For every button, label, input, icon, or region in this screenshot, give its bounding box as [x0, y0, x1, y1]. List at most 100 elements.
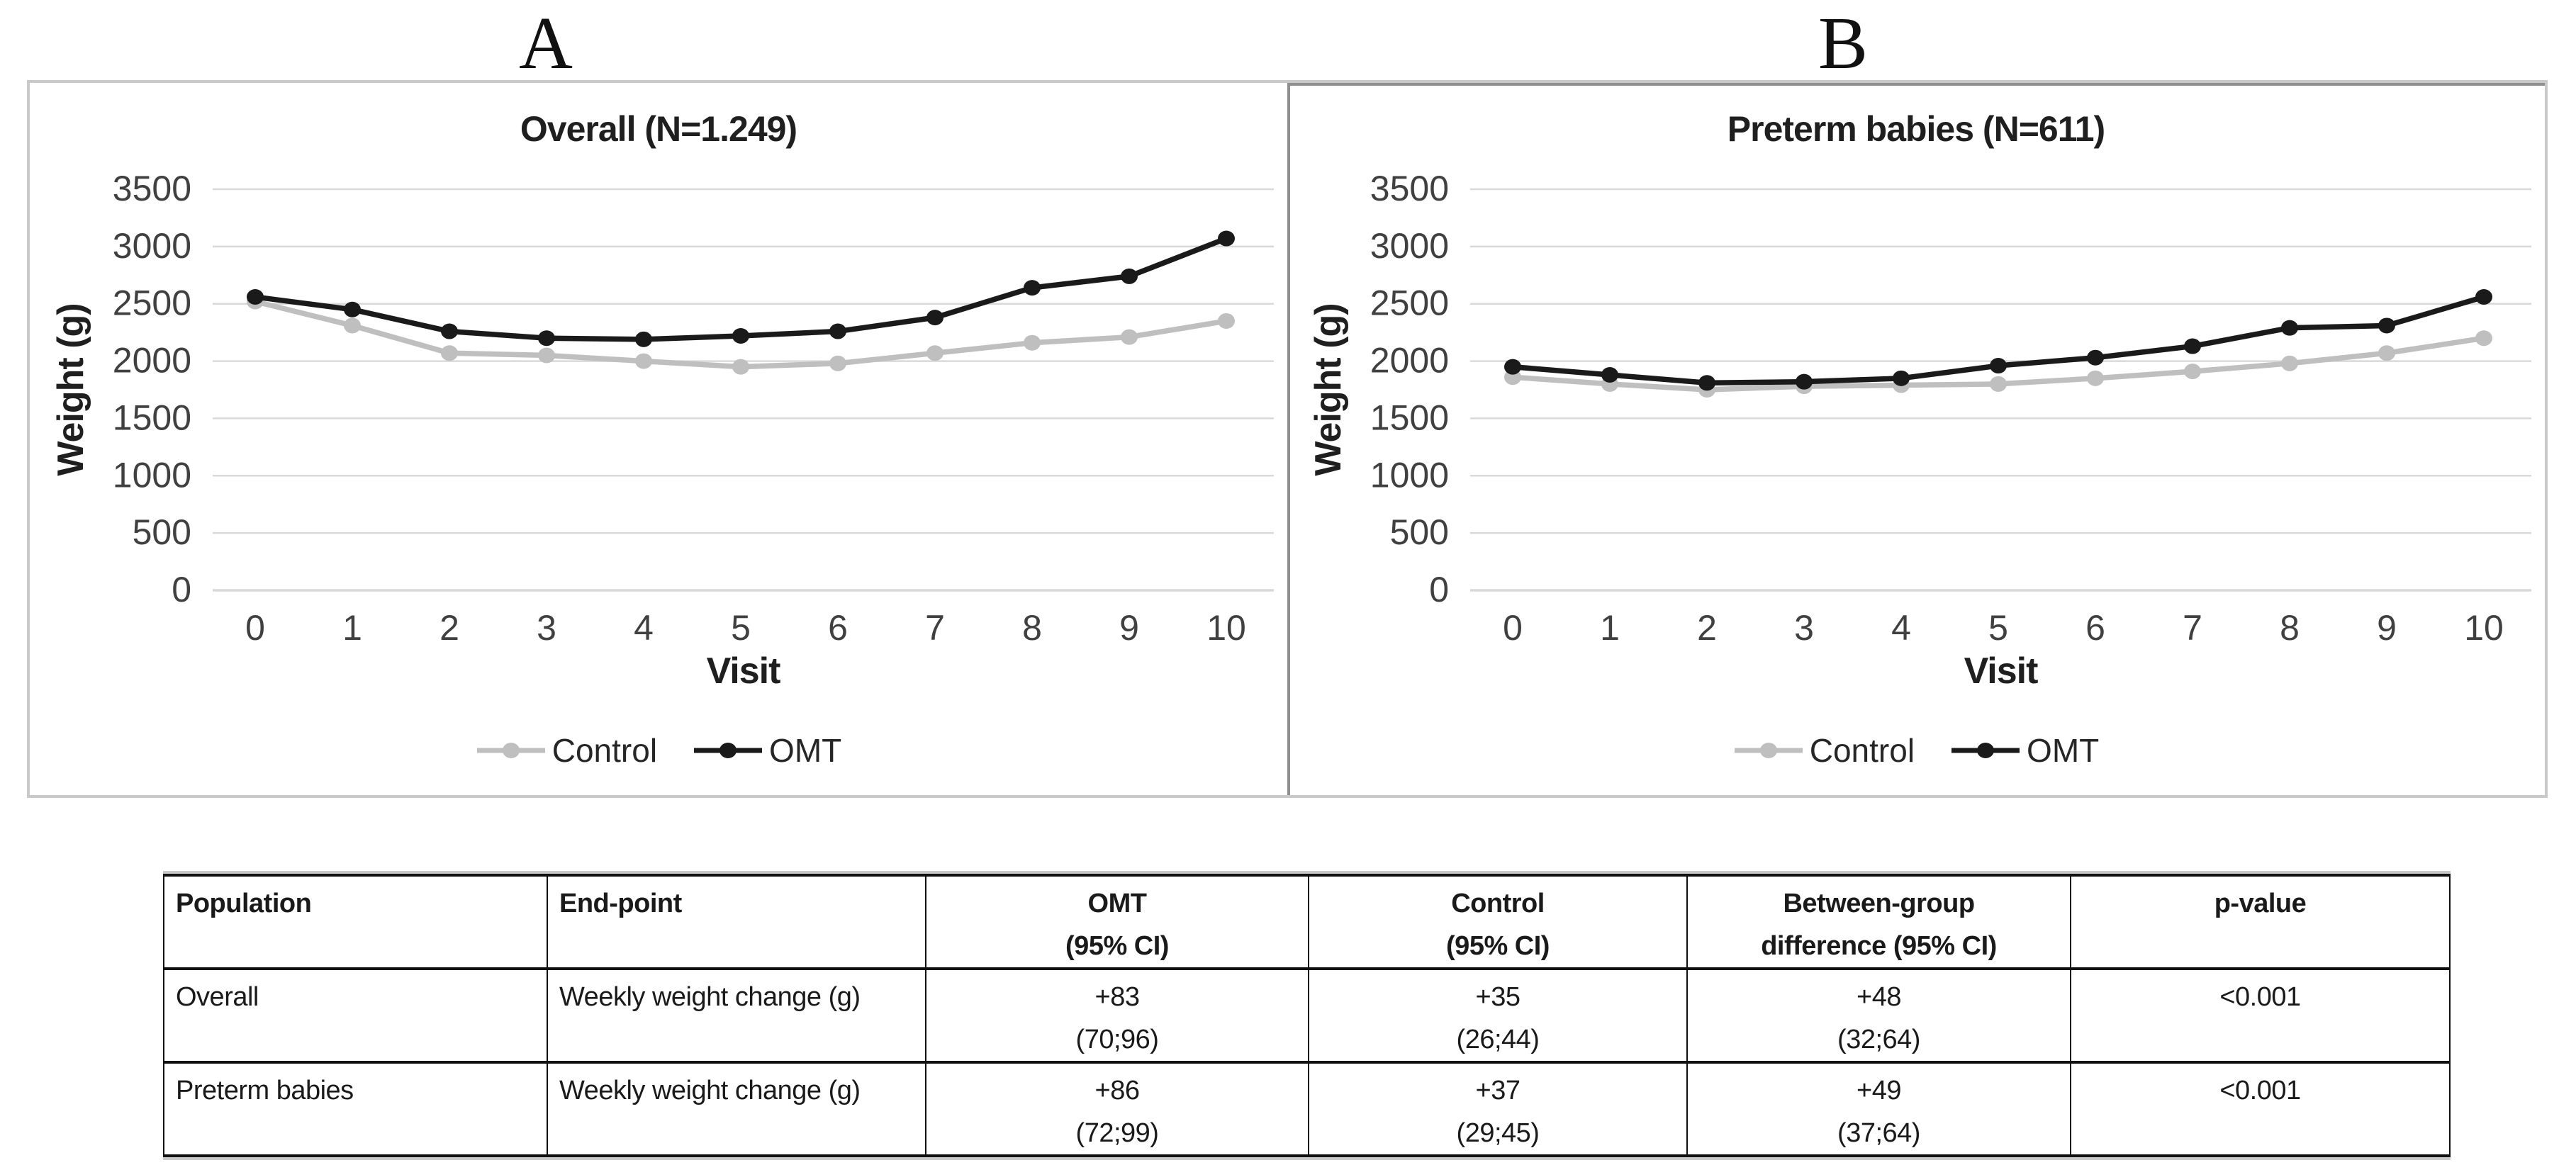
control-data-point-marker [635, 353, 652, 369]
panel-b-label: B [1818, 1, 1869, 84]
x-axis-title-overall: Visit [706, 651, 781, 692]
omt-data-point-marker [926, 310, 943, 326]
omt-cell: +86 (72;99) [925, 1061, 1309, 1157]
p-value-cell: <0.001 [2070, 967, 2451, 1064]
y-tick-label: 2500 [113, 283, 191, 323]
legend-label-omt: OMT [769, 732, 842, 769]
control-estimate: +37 [1475, 1076, 1521, 1105]
control-data-point-marker [1990, 376, 2007, 392]
legend-label-control: Control [551, 732, 658, 769]
p-value-cell: <0.001 [2070, 1061, 2451, 1157]
difference-ci: (37;64) [1837, 1118, 1920, 1148]
x-tick-label: 0 [1503, 608, 1523, 648]
control-data-point-marker [2184, 364, 2201, 380]
omt-data-point-marker [635, 331, 652, 347]
endpoint-cell: Weekly weight change (g) [547, 1061, 926, 1157]
x-tick-label: 1 [1600, 608, 1620, 648]
y-tick-label: 3000 [1370, 226, 1449, 266]
omt-data-point-marker [1893, 370, 1910, 386]
legend-label-control: Control [1809, 732, 1915, 769]
x-tick-label: 9 [2377, 608, 2397, 648]
omt-data-point-marker [538, 330, 555, 347]
endpoint-value: Weekly weight change (g) [559, 982, 861, 1012]
p-value: <0.001 [2219, 982, 2301, 1012]
x-tick-label: 4 [634, 608, 654, 648]
chart-title-preterm: Preterm babies (N=611) [1727, 109, 2105, 149]
omt-estimate: +83 [1094, 982, 1140, 1012]
x-tick-label: 2 [1697, 608, 1717, 648]
omt-data-point-marker [2087, 349, 2104, 366]
col-header-endpoint: End-point [547, 874, 926, 970]
results-table: Population End-point OMT (95% CI) Contro… [163, 874, 2451, 1157]
control-data-point-marker [1024, 334, 1041, 351]
x-tick-label: 1 [342, 608, 362, 648]
control-data-point-marker [829, 355, 846, 371]
y-tick-label: 2000 [1370, 341, 1449, 381]
omt-data-point-marker [2378, 317, 2395, 334]
omt-line-swatch-icon [694, 743, 763, 758]
x-tick-label: 5 [1988, 608, 2008, 648]
endpoint-cell: Weekly weight change (g) [547, 967, 926, 1064]
omt-data-point-marker [1698, 375, 1715, 391]
x-tick-label: 0 [245, 608, 265, 648]
control-estimate: +35 [1475, 982, 1521, 1012]
y-tick-label: 3500 [1370, 169, 1449, 208]
y-tick-label: 0 [1429, 570, 1449, 609]
table-row-preterm: Preterm babies Weekly weight change (g) … [163, 1061, 2451, 1157]
control-cell: +35 (26;44) [1308, 967, 1688, 1064]
y-tick-label: 1500 [113, 398, 191, 437]
control-data-point-marker [732, 359, 749, 375]
omt-data-point-marker [247, 289, 264, 305]
omt-data-point-marker [1796, 373, 1813, 390]
control-data-point-marker [926, 345, 943, 361]
y-tick-label: 1000 [113, 455, 191, 495]
control-data-point-marker [2475, 330, 2492, 347]
y-tick-label: 500 [1390, 512, 1449, 552]
population-cell: Overall [163, 967, 548, 1064]
control-data-point-marker [2087, 370, 2104, 386]
col-header-between-group: Between-group difference (95% CI) [1686, 874, 2071, 970]
population-value: Preterm babies [176, 1076, 354, 1105]
y-tick-label: 3500 [113, 169, 191, 208]
panel-a-label: A [519, 1, 573, 84]
difference-ci: (32;64) [1837, 1025, 1920, 1054]
omt-data-point-marker [344, 301, 361, 317]
p-value: <0.001 [2219, 1076, 2301, 1105]
header-text: End-point [559, 889, 682, 918]
difference-cell: +48 (32;64) [1686, 967, 2071, 1064]
control-ci: (26;44) [1456, 1025, 1540, 1054]
control-line-swatch-icon [476, 743, 545, 758]
omt-data-point-marker [2184, 338, 2201, 354]
omt-data-point-marker [1990, 358, 2007, 374]
omt-ci: (70;96) [1075, 1025, 1159, 1054]
x-tick-label: 8 [1022, 608, 1042, 648]
y-tick-label: 2000 [113, 341, 191, 381]
omt-line-swatch-icon [1951, 743, 2020, 758]
header-text: OMT [1087, 889, 1147, 918]
col-header-omt: OMT (95% CI) [925, 874, 1309, 970]
difference-cell: +49 (37;64) [1686, 1061, 2071, 1157]
header-subtext: (95% CI) [1446, 931, 1550, 961]
x-tick-label: 2 [439, 608, 459, 648]
x-tick-label: 7 [2183, 608, 2202, 648]
legend-item-omt: OMT [1950, 731, 2099, 770]
chart-panel-preterm: Preterm babies (N=611) Weight (g) 3500 30… [1287, 83, 2545, 795]
col-header-population: Population [163, 874, 548, 970]
y-tick-label: 3000 [113, 226, 191, 266]
population-cell: Preterm babies [163, 1061, 548, 1157]
control-line-swatch-icon [1734, 743, 1803, 758]
x-tick-label: 7 [925, 608, 945, 648]
x-tick-label: 10 [1206, 608, 1246, 648]
charts-container: Overall (N=1.249) Weight (g) 3500 3000 250… [27, 80, 2548, 798]
control-data-point-marker [2378, 345, 2395, 361]
omt-data-point-marker [2281, 320, 2298, 336]
omt-data-point-marker [441, 323, 458, 339]
x-tick-label: 8 [2280, 608, 2300, 648]
x-axis-title-preterm: Visit [1964, 651, 2039, 692]
legend-item-omt: OMT [693, 731, 841, 770]
omt-data-point-marker [1601, 366, 1618, 383]
x-tick-label: 3 [1794, 608, 1814, 648]
omt-ci: (72;99) [1075, 1118, 1159, 1148]
x-tick-label: 3 [537, 608, 556, 648]
